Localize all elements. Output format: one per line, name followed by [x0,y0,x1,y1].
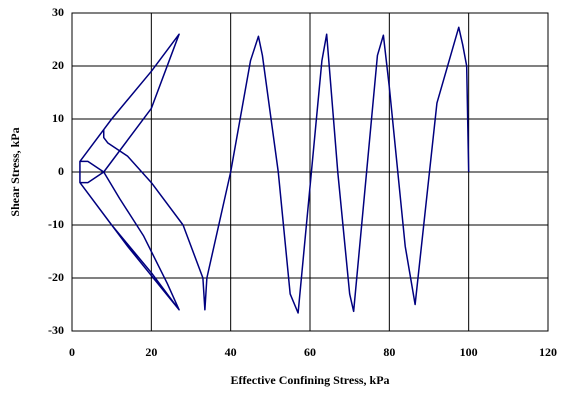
y-tick-label: 0 [58,164,64,178]
x-tick-label: 0 [69,345,75,359]
x-tick-label: 100 [460,345,478,359]
data-line [79,26,470,314]
y-tick-label: 30 [52,5,64,19]
x-tick-label: 20 [145,345,157,359]
y-tick-label: -20 [48,270,64,284]
y-axis-label: Shear Stress, kPa [8,127,22,216]
x-tick-label: 80 [383,345,395,359]
x-tick-label: 40 [225,345,237,359]
y-tick-label: 20 [52,58,64,72]
y-tick-label: 10 [52,111,64,125]
y-tick-label: -30 [48,323,64,337]
x-tick-label: 60 [304,345,316,359]
x-tick-label: 120 [539,345,557,359]
x-axis-label: Effective Confining Stress, kPa [230,373,389,387]
y-tick-label: -10 [48,217,64,231]
